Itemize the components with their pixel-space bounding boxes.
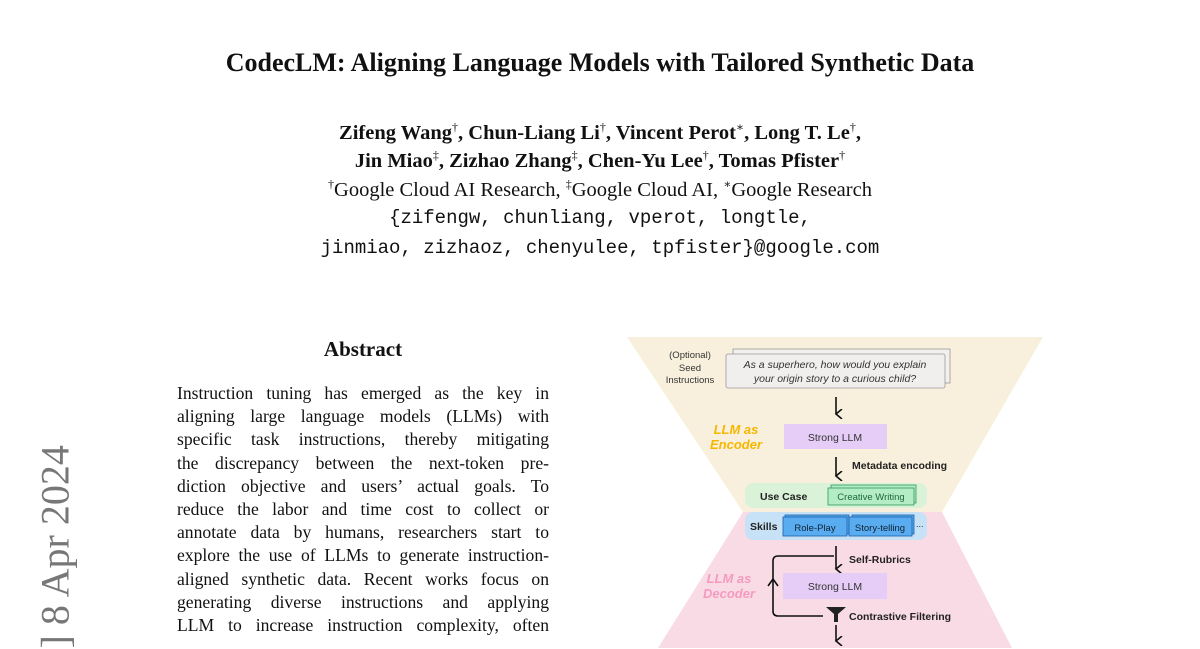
skill-box bbox=[848, 516, 913, 537]
author-name: Zifeng Wang bbox=[339, 121, 453, 144]
author-affiliation-mark: † bbox=[702, 148, 709, 162]
author-affiliation-mark: † bbox=[849, 120, 856, 134]
abstract-body: Instruction tuning has emerged as the ke… bbox=[177, 382, 549, 637]
author-affiliation-mark: ∗ bbox=[735, 120, 745, 134]
svg-text:Creative Writing: Creative Writing bbox=[837, 492, 904, 503]
abstract-line: specific task instructions, thereby miti… bbox=[177, 429, 549, 450]
seed-instruction-box bbox=[725, 353, 946, 389]
affiliation-name: Google Cloud AI bbox=[571, 178, 713, 201]
svg-text:Story-telling: Story-telling bbox=[855, 523, 905, 534]
affiliations: †Google Cloud AI Research, ‡Google Cloud… bbox=[328, 177, 872, 201]
author-line-2: Jin Miao‡, Zizhao Zhang‡, Chen-Yu Lee†, … bbox=[354, 148, 846, 172]
strong-llm-box-decoder bbox=[783, 573, 887, 599]
affiliation-name: Google Research bbox=[731, 178, 872, 201]
contrastive-filtering-label: Contrastive Filtering bbox=[849, 611, 951, 623]
abstract-line: reduce the labor and time cost to collec… bbox=[177, 498, 549, 519]
encoder-label: LLM as Encoder bbox=[710, 422, 763, 452]
paper-title: CodecLM: Aligning Language Models with T… bbox=[225, 48, 975, 77]
author-name: Long T. Le bbox=[754, 121, 850, 144]
metadata-encoding-label: Metadata encoding bbox=[852, 460, 947, 472]
strong-llm-box-encoder bbox=[784, 424, 887, 449]
author-affiliation-mark: ‡ bbox=[571, 148, 578, 162]
author-affiliation-mark: † bbox=[599, 120, 606, 134]
decoder-label: LLM as Decoder bbox=[703, 571, 756, 601]
seed-label: (Optional) Seed Instructions bbox=[666, 350, 715, 386]
author-affiliation-mark: ‡ bbox=[432, 148, 439, 162]
svg-text:...: ... bbox=[916, 519, 924, 529]
svg-text:Strong LLM: Strong LLM bbox=[808, 432, 862, 444]
author-name: Chen-Yu Lee bbox=[587, 149, 703, 172]
affiliation-mark: ∗ bbox=[723, 177, 732, 191]
affiliation-mark: ‡ bbox=[565, 177, 572, 191]
author-name: Zizhao Zhang bbox=[449, 149, 572, 172]
abstract-line: generating diverse instructions and appl… bbox=[177, 591, 549, 612]
svg-text:Skills: Skills bbox=[750, 521, 778, 533]
use-case-value-box bbox=[827, 487, 915, 506]
svg-text:Strong LLM: Strong LLM bbox=[808, 581, 862, 593]
email-line-2: jinmiao, zizhaoz, chenyulee, tpfister}@g… bbox=[320, 237, 880, 259]
feedback-loop-arrow bbox=[772, 555, 834, 617]
affiliation-mark: † bbox=[328, 177, 335, 191]
abstract-line: aligning large language models (LLMs) wi… bbox=[177, 406, 549, 427]
abstract-line: annotate data by humans, researchers sta… bbox=[177, 522, 549, 543]
abstract-line: the discrepancy between the next-token p… bbox=[177, 452, 549, 473]
author-line-1: Zifeng Wang†, Chun-Liang Li†, Vincent Pe… bbox=[339, 120, 861, 144]
author-name: Chun-Liang Li bbox=[468, 121, 600, 144]
abstract-line: diction objective and users’ actual goal… bbox=[177, 475, 549, 496]
author-affiliation-mark: † bbox=[839, 148, 846, 162]
email-line-1: {zifengw, chunliang, vperot, longtle, bbox=[389, 207, 811, 229]
author-name: Vincent Perot bbox=[615, 121, 736, 144]
skill-box bbox=[782, 516, 848, 537]
abstract-line: LLM to increase instruction complexity, … bbox=[177, 614, 549, 635]
svg-text:Use Case: Use Case bbox=[760, 491, 807, 503]
self-rubrics-label: Self-Rubrics bbox=[849, 554, 911, 566]
abstract-line: Instruction tuning has emerged as the ke… bbox=[177, 383, 549, 403]
author-affiliation-mark: † bbox=[452, 120, 459, 134]
abstract-line: explore the use of LLMs to generate inst… bbox=[177, 545, 549, 566]
seed-instruction-text: As a superhero, how would you explain you… bbox=[743, 359, 927, 385]
abstract-line: aligned synthetic data. Recent works foc… bbox=[177, 568, 549, 589]
funnel-icon bbox=[826, 607, 846, 622]
author-name: Jin Miao bbox=[354, 149, 433, 172]
affiliation-name: Google Cloud AI Research bbox=[334, 178, 556, 201]
abstract-heading: Abstract bbox=[323, 337, 403, 361]
author-name: Tomas Pfister bbox=[718, 149, 840, 172]
svg-text:Role-Play: Role-Play bbox=[794, 523, 835, 534]
